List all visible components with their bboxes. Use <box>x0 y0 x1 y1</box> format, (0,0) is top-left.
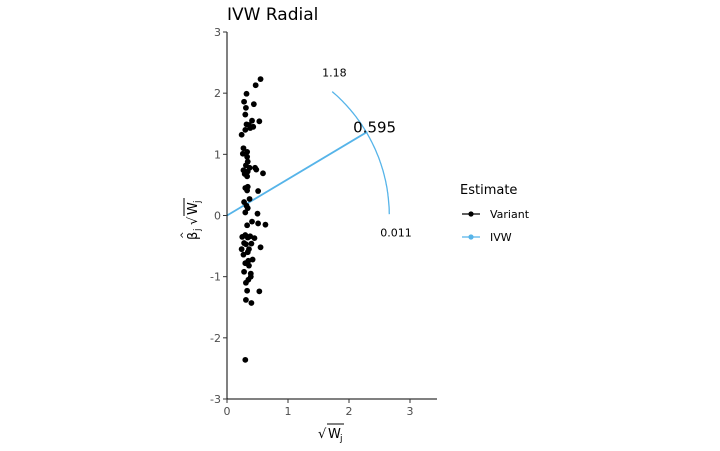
variant-point <box>242 126 249 133</box>
variant-point <box>244 205 251 212</box>
variant-point <box>244 153 251 160</box>
variant-point <box>243 90 250 97</box>
annotation-label: 0.011 <box>380 227 412 240</box>
variant-point <box>241 98 247 105</box>
variant-point <box>244 173 251 180</box>
variant-point <box>256 118 263 125</box>
variant-point <box>242 356 249 363</box>
legend-ivw-label: IVW <box>490 231 512 244</box>
legend-title: Estimate <box>460 183 517 198</box>
variant-point <box>241 268 247 275</box>
variant-point <box>260 170 266 177</box>
variant-point <box>257 244 264 251</box>
x-axis-label: W <box>328 427 341 442</box>
variant-point <box>247 125 254 131</box>
y-tick-label: 0 <box>214 210 221 223</box>
variant-point <box>246 262 252 269</box>
variant-point <box>249 218 255 225</box>
y-tick-label: -1 <box>210 271 221 284</box>
svg-text:^: ^ <box>180 231 190 239</box>
variant-point <box>262 221 269 228</box>
ivw-arc <box>331 91 390 215</box>
variant-point <box>243 279 249 286</box>
variant-point <box>238 131 245 138</box>
y-axis-W-sub: j <box>193 200 203 204</box>
variant-point <box>242 111 249 118</box>
x-tick-label: 3 <box>407 405 414 418</box>
variant-point <box>255 220 262 227</box>
variant-point <box>251 235 258 242</box>
legend-variant-marker <box>468 211 474 217</box>
x-tick-label: 0 <box>224 405 231 418</box>
x-axis-title: √ W j <box>318 423 344 444</box>
variant-point <box>240 251 247 258</box>
x-tick-label: 1 <box>285 405 292 418</box>
chart-title: IVW Radial <box>227 5 318 25</box>
y-axis: -3 -2 -1 0 1 2 3 <box>210 26 228 406</box>
variant-point <box>257 76 264 82</box>
legend-item-ivw: IVW <box>462 231 512 244</box>
variant-point <box>242 209 249 216</box>
annotation-label: 0.595 <box>353 119 396 137</box>
legend-variant-label: Variant <box>490 208 530 221</box>
variant-point <box>253 166 260 173</box>
x-axis-label-sub: j <box>339 434 343 444</box>
y-axis-W: W <box>186 202 201 215</box>
svg-text:√: √ <box>186 216 201 225</box>
variant-point <box>250 101 257 108</box>
variant-point <box>243 104 249 111</box>
variant-point <box>244 249 251 256</box>
variant-point <box>246 196 253 202</box>
x-tick-label: 2 <box>346 405 353 418</box>
annotation-label: 1.18 <box>322 66 347 79</box>
y-tick-label: 1 <box>214 148 221 161</box>
y-axis-beta-sub: j <box>193 228 203 232</box>
variant-point <box>244 222 251 229</box>
y-axis-beta: β <box>186 232 201 240</box>
legend-ivw-marker <box>468 234 474 240</box>
variant-point <box>244 287 251 294</box>
variant-point <box>248 240 255 247</box>
variant-point <box>243 297 249 303</box>
legend: Estimate Variant IVW <box>460 183 530 244</box>
y-tick-label: 3 <box>214 26 221 39</box>
variant-point <box>248 300 255 306</box>
variant-point <box>239 150 246 157</box>
y-tick-label: 2 <box>214 87 221 100</box>
y-axis-title: β ^ j √ W j <box>180 198 203 240</box>
variant-point <box>254 210 261 217</box>
variant-point <box>244 187 251 194</box>
plot-area: 1.18 0.595 0.011 <box>226 66 412 363</box>
variant-point <box>240 145 247 152</box>
variant-point <box>249 117 255 124</box>
y-tick-label: -3 <box>210 393 221 406</box>
legend-item-variant: Variant <box>462 208 530 221</box>
variant-point <box>238 246 245 253</box>
variant-point <box>255 188 262 194</box>
variant-point <box>252 82 259 89</box>
x-axis: 0 1 2 3 <box>224 398 437 418</box>
variant-point <box>243 241 249 248</box>
y-tick-label: -2 <box>210 332 221 345</box>
variant-point <box>256 288 263 295</box>
svg-text:√: √ <box>318 427 327 442</box>
